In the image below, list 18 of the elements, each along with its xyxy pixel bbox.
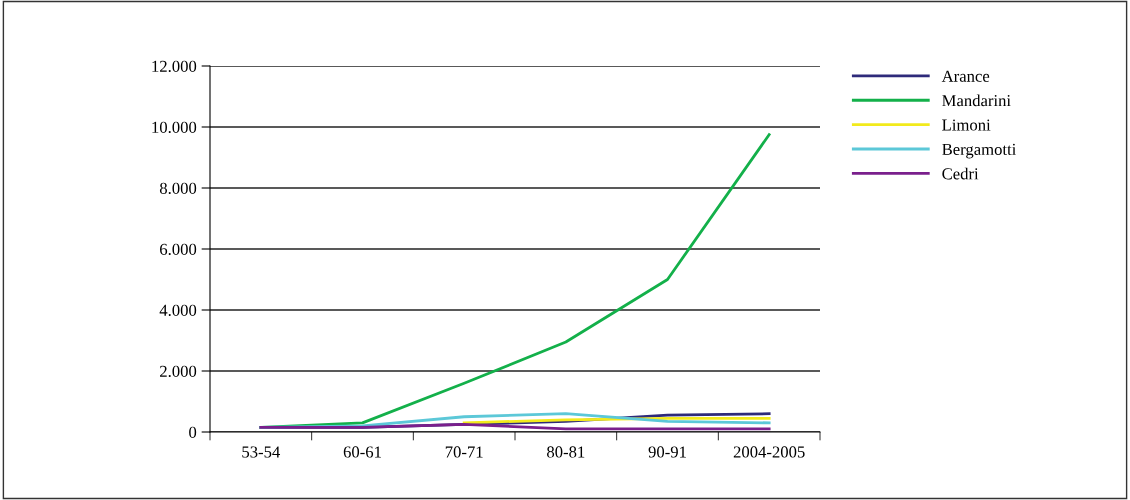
x-tick-label: 80-81: [547, 446, 585, 458]
x-tick-label: 70-71: [445, 446, 483, 458]
y-tick-label: 4.000: [159, 304, 197, 317]
y-tick-label: 0: [189, 426, 197, 438]
legend-label: Cedri: [942, 167, 979, 180]
legend-label: Mandarini: [942, 94, 1011, 107]
y-tick-label: 10.000: [152, 121, 197, 134]
y-tick-label: 12.000: [152, 60, 197, 73]
legend-label: Arance: [941, 70, 990, 82]
y-tick-label: 8.000: [159, 182, 197, 195]
y-tick-label: 2.000: [160, 365, 197, 378]
x-tick-label: 90-91: [648, 446, 686, 458]
x-tick-label: 60-61: [343, 446, 381, 458]
y-tick-label: 6.000: [160, 243, 197, 256]
legend-label: Bergamotti: [942, 143, 1017, 159]
x-tick-label: 53-54: [242, 446, 281, 458]
legend-label: Limoni: [942, 119, 991, 131]
x-tick-label: 2004-2005: [733, 446, 805, 458]
